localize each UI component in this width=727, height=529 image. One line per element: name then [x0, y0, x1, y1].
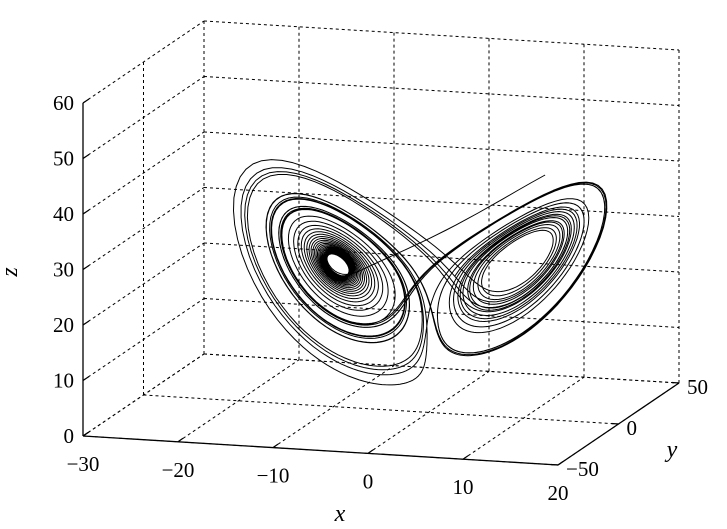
z-tick-label: 10: [53, 369, 74, 393]
z-tick-label: 60: [53, 91, 74, 115]
x-tick-label: −30: [67, 452, 100, 476]
grid-layer: [82, 20, 680, 466]
backwall-gridline-z: [203, 353, 680, 384]
z-tick-mark: [82, 265, 90, 270]
x-tick-label: −20: [162, 458, 195, 482]
x-tick-mark: [272, 443, 279, 449]
floor-gridline-x: [367, 370, 490, 454]
y-tick-mark: [550, 463, 559, 466]
z-axis-label: z: [0, 267, 23, 278]
z-tick-mark: [82, 154, 90, 159]
x-tick-mark: [557, 461, 564, 466]
z-tick-label: 20: [53, 313, 74, 337]
sidewall-gridline-z: [82, 131, 205, 215]
sidewall-gridline-z: [82, 76, 205, 159]
y-tick-label: 50: [687, 375, 708, 399]
floor-gridline-y: [143, 394, 619, 425]
y-tick-label: −50: [566, 457, 599, 481]
y-tick-label: 0: [627, 416, 638, 440]
trajectory-layer: [233, 159, 608, 386]
z-tick-mark: [82, 431, 90, 437]
z-tick-mark: [82, 320, 90, 326]
z-tick-label: 30: [53, 258, 74, 282]
y-tick-mark: [671, 381, 680, 384]
z-tick-label: 0: [64, 424, 75, 448]
x-tick-label: −10: [257, 464, 290, 488]
y-tick-mark: [611, 422, 619, 425]
backwall-gridline-z: [203, 187, 680, 217]
x-tick-mark: [462, 455, 469, 460]
y-axis-label: y: [665, 437, 678, 463]
x-tick-label: 10: [453, 475, 474, 499]
floor-gridline-x: [272, 365, 395, 449]
sidewall-gridline-z: [82, 353, 205, 437]
backwall-gridline-z: [203, 298, 680, 328]
z-tick-label: 50: [53, 147, 74, 171]
z-tick-mark: [82, 209, 90, 215]
x-axis-label: x: [334, 501, 346, 527]
sidewall-gridline-z: [82, 187, 205, 270]
x-tick-mark: [367, 449, 374, 454]
backwall-gridline-z: [203, 131, 680, 162]
z-tick-mark: [82, 376, 90, 381]
floor-gridline-x: [177, 359, 300, 443]
x-tick-mark: [177, 437, 184, 443]
lorenz-trajectory: [233, 159, 608, 386]
z-tick-label: 40: [53, 202, 74, 226]
x-tick-label: 20: [548, 481, 569, 505]
sidewall-gridline-z: [82, 298, 205, 381]
x-axis-line: [82, 435, 559, 466]
backwall-gridline-z: [203, 20, 680, 51]
sidewall-gridline-z: [82, 242, 205, 326]
sidewall-gridline-z: [82, 20, 205, 104]
x-tick-label: 0: [363, 469, 374, 493]
backwall-gridline-z: [203, 76, 680, 106]
axis-layer: [82, 98, 680, 466]
z-tick-mark: [82, 98, 90, 104]
